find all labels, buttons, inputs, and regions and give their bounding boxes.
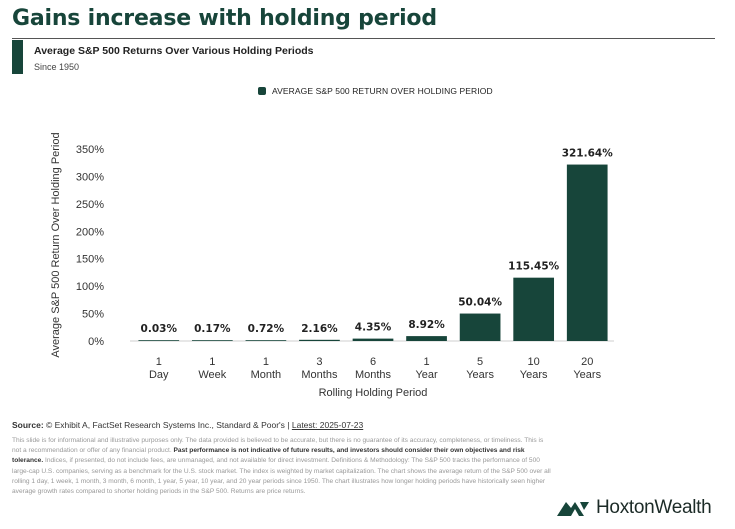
bar xyxy=(138,340,180,341)
legend-label: AVERAGE S&P 500 RETURN OVER HOLDING PERI… xyxy=(272,86,493,96)
y-tick-label: 250% xyxy=(76,199,104,211)
x-tick-label: 1 xyxy=(156,356,162,368)
chart-subtitle: Average S&P 500 Returns Over Various Hol… xyxy=(34,45,314,57)
page-title: Gains increase with holding period xyxy=(12,6,437,31)
x-tick-label: Years xyxy=(520,369,548,381)
latest-date-link[interactable]: Latest: 2025-07-23 xyxy=(291,420,364,430)
title-accent-bar xyxy=(12,40,23,74)
y-tick-label: 50% xyxy=(82,309,104,321)
y-tick-label: 100% xyxy=(76,281,104,293)
x-tick-label: Years xyxy=(466,369,494,381)
disclaimer: This slide is for informational and illu… xyxy=(12,436,552,497)
brand-logo: HoxtonWealth xyxy=(556,497,712,519)
disclaimer-text-1: This slide is for informational and illu… xyxy=(12,437,544,455)
bar-data-label: 8.92% xyxy=(408,319,445,331)
x-tick-label: 1 xyxy=(423,356,429,368)
bar xyxy=(191,340,233,341)
x-tick-label: Week xyxy=(198,369,226,381)
x-tick-label: Months xyxy=(355,369,392,381)
footer: Source: © Exhibit A, FactSet Research Sy… xyxy=(12,420,712,497)
bar xyxy=(352,338,394,341)
x-tick-label: Day xyxy=(149,369,169,381)
chart-period-note: Since 1950 xyxy=(34,62,80,72)
x-tick-label: Years xyxy=(573,369,601,381)
x-tick-label: Months xyxy=(301,369,338,381)
bar xyxy=(406,336,447,341)
y-tick-label: 0% xyxy=(88,336,104,348)
y-axis-title: Average S&P 500 Return Over Holding Peri… xyxy=(50,132,62,357)
bar xyxy=(513,277,555,341)
y-tick-label: 350% xyxy=(76,144,104,156)
disclaimer-text-2: Indices, if presented, do not include fe… xyxy=(12,457,551,496)
bar xyxy=(459,313,501,341)
bar xyxy=(299,339,340,341)
legend-swatch xyxy=(258,87,266,95)
bar-data-label: 321.64% xyxy=(562,148,614,160)
brand-name: HoxtonWealth xyxy=(596,497,712,518)
x-tick-label: 1 xyxy=(263,356,269,368)
bar-data-label: 115.45% xyxy=(508,261,560,273)
source-text: © Exhibit A, FactSet Research Systems In… xyxy=(46,420,292,430)
bar-data-label: 0.03% xyxy=(141,323,178,335)
x-tick-label: 20 xyxy=(581,356,593,368)
bar-data-label: 4.35% xyxy=(355,322,392,334)
x-tick-label: 5 xyxy=(477,356,483,368)
bar-data-label: 0.17% xyxy=(194,323,231,335)
logo-mark-icon xyxy=(557,502,589,516)
bar xyxy=(245,340,287,341)
bar-data-label: 50.04% xyxy=(458,297,502,309)
bar xyxy=(566,164,608,341)
source-line: Source: © Exhibit A, FactSet Research Sy… xyxy=(12,420,712,430)
header-divider xyxy=(12,38,715,39)
chart-legend: AVERAGE S&P 500 RETURN OVER HOLDING PERI… xyxy=(258,86,493,96)
x-tick-label: Month xyxy=(251,369,282,381)
disclaimer-bold: Past performance is not indicative of fu… xyxy=(12,447,525,465)
x-tick-label: 10 xyxy=(528,356,540,368)
bar-data-label: 2.16% xyxy=(301,323,338,335)
x-axis-title: Rolling Holding Period xyxy=(319,387,428,399)
y-tick-label: 200% xyxy=(76,226,104,238)
bar-data-label: 0.72% xyxy=(248,323,285,335)
x-tick-label: 6 xyxy=(370,356,376,368)
bar-chart: 0%50%100%150%200%250%300%350%0.03%1Day0.… xyxy=(50,132,614,399)
x-tick-label: 3 xyxy=(316,356,322,368)
source-prefix: Source: xyxy=(12,420,47,430)
y-tick-label: 150% xyxy=(76,254,104,266)
x-tick-label: 1 xyxy=(209,356,215,368)
y-tick-label: 300% xyxy=(76,171,104,183)
x-tick-label: Year xyxy=(415,369,438,381)
